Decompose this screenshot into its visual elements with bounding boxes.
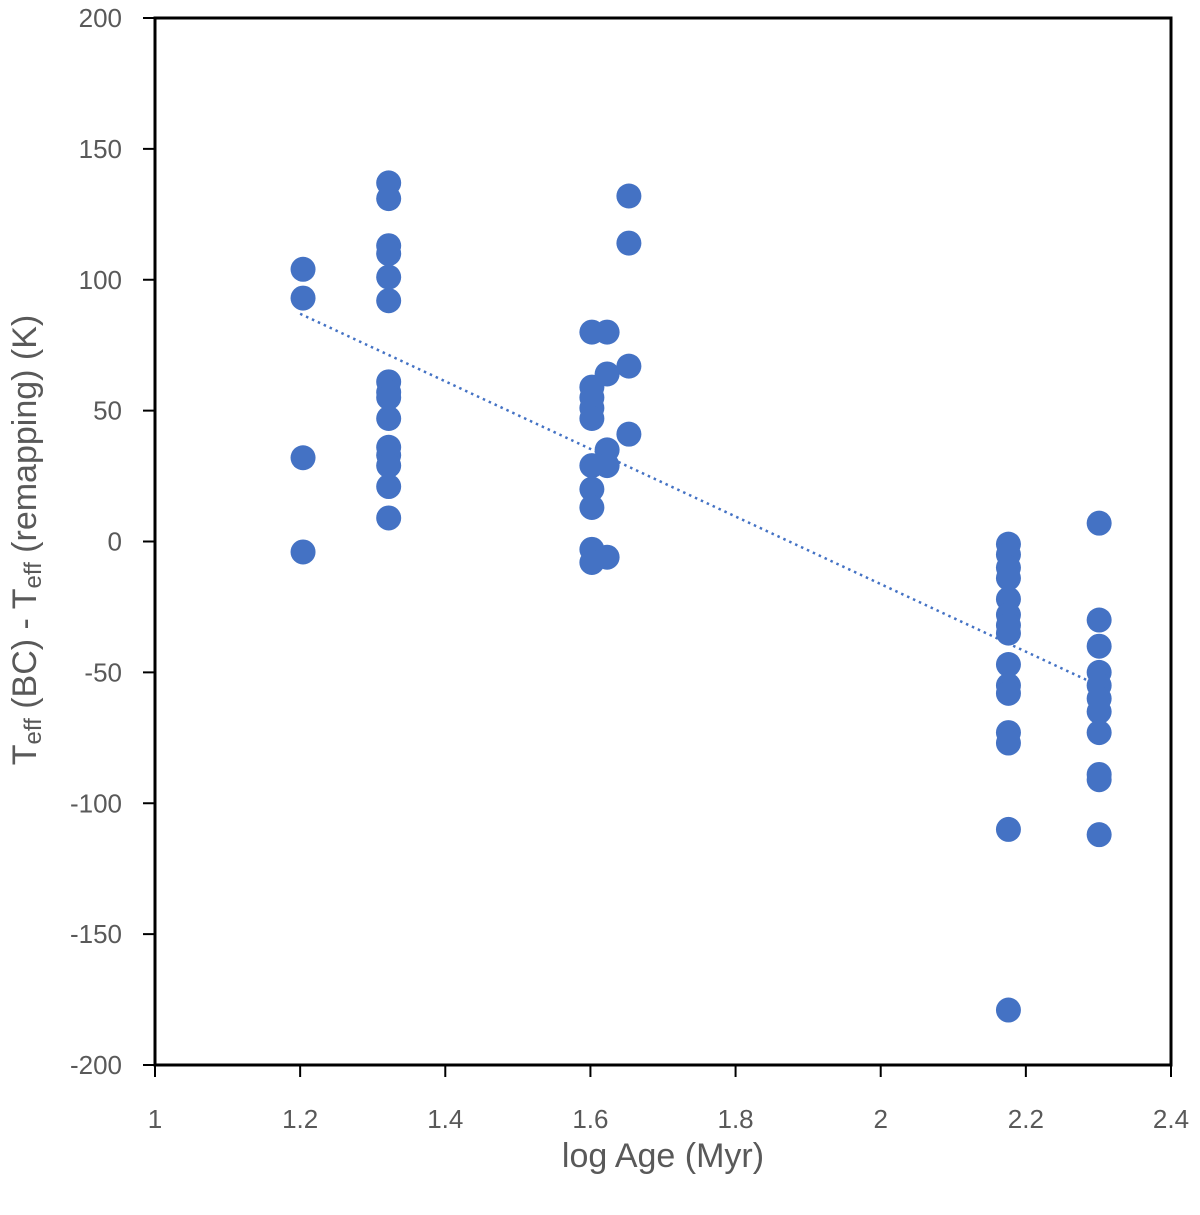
data-point: [995, 680, 1021, 706]
x-tick-label: 1: [148, 1104, 162, 1134]
y-tick-label: -100: [70, 788, 122, 818]
data-point: [1086, 633, 1112, 659]
data-point: [1086, 767, 1112, 793]
data-point: [376, 453, 402, 479]
data-point: [995, 565, 1021, 591]
x-tick-label: 1.2: [282, 1104, 318, 1134]
data-point: [594, 544, 620, 570]
y-tick-label: 0: [108, 527, 122, 557]
x-axis-title: log Age (Myr): [562, 1137, 764, 1175]
data-point: [1086, 720, 1112, 746]
data-point: [290, 539, 316, 565]
data-point: [579, 494, 605, 520]
data-point: [995, 816, 1021, 842]
y-tick-label: -50: [84, 657, 122, 687]
data-point: [1086, 699, 1112, 725]
data-point: [1086, 607, 1112, 633]
data-point: [376, 505, 402, 531]
y-axis-title: Teff (BC) - Teff (remapping) (K): [6, 315, 47, 766]
data-point: [1086, 822, 1112, 848]
data-point: [616, 421, 642, 447]
x-tick-label: 1.4: [427, 1104, 463, 1134]
data-point: [376, 288, 402, 314]
data-point: [594, 361, 620, 387]
data-point: [594, 453, 620, 479]
data-point: [995, 997, 1021, 1023]
data-point: [616, 183, 642, 209]
y-tick-label: -150: [70, 919, 122, 949]
data-point: [376, 241, 402, 267]
data-point: [616, 353, 642, 379]
data-point: [290, 445, 316, 471]
x-tick-label: 1.6: [572, 1104, 608, 1134]
x-axis-ticks: 1 1.2 1.4 1.6 1.8 2 2.2 2.4: [148, 1065, 1189, 1134]
data-point: [376, 385, 402, 411]
data-point: [995, 652, 1021, 678]
y-tick-label: 100: [79, 265, 122, 295]
data-point: [616, 230, 642, 256]
y-tick-label: 50: [93, 396, 122, 426]
y-tick-label: -200: [70, 1050, 122, 1080]
y-tick-label: 150: [79, 134, 122, 164]
data-point: [376, 186, 402, 212]
data-point: [579, 476, 605, 502]
data-point: [995, 730, 1021, 756]
data-point: [290, 285, 316, 311]
data-point: [594, 319, 620, 345]
data-point: [376, 264, 402, 290]
data-point: [995, 620, 1021, 646]
x-tick-label: 2.2: [1008, 1104, 1044, 1134]
data-point: [579, 405, 605, 431]
x-tick-label: 2: [873, 1104, 887, 1134]
data-points: [290, 170, 1112, 1023]
y-axis-ticks: 200 150 100 50 0 -50 -100 -150 -200: [70, 3, 155, 1080]
x-tick-label: 2.4: [1153, 1104, 1189, 1134]
y-tick-label: 200: [79, 3, 122, 33]
data-point: [376, 474, 402, 500]
x-tick-label: 1.8: [717, 1104, 753, 1134]
data-point: [376, 405, 402, 431]
data-point: [290, 256, 316, 282]
data-point: [1086, 510, 1112, 536]
